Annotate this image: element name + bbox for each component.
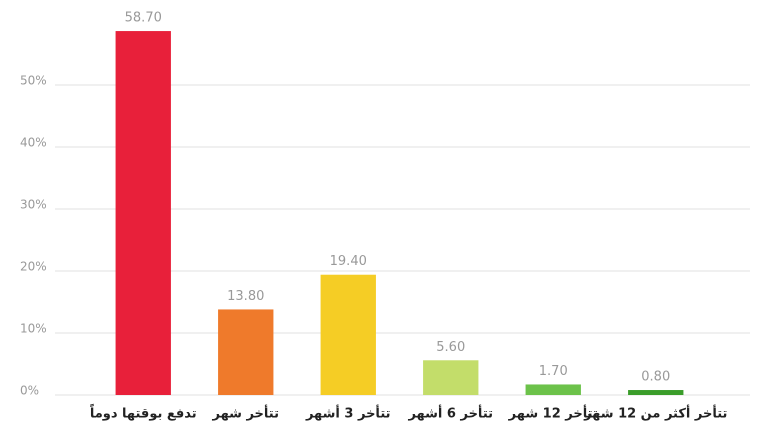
value-label: 1.70 <box>539 364 568 379</box>
y-tick-label: 30% <box>20 198 47 212</box>
x-tick-label: تتأخر 3 أشهر <box>305 405 391 422</box>
value-label: 58.70 <box>125 11 162 26</box>
x-tick-label: تتأخر شهر <box>211 405 279 422</box>
value-label: 19.40 <box>330 254 367 269</box>
y-tick-label: 20% <box>20 260 47 274</box>
x-tick-label: تتأخر 6 أشهر <box>407 405 493 422</box>
x-tick-label: تتأخر 12 شهر <box>508 405 598 422</box>
y-tick-label: 10% <box>20 322 47 336</box>
y-tick-label: 50% <box>20 74 47 88</box>
value-label: 5.60 <box>436 340 465 355</box>
bar <box>525 384 581 395</box>
y-tick-label: 40% <box>20 136 47 150</box>
value-label: 0.80 <box>641 370 670 385</box>
y-tick-label: 0% <box>20 384 39 398</box>
bar <box>115 31 171 396</box>
x-tick-label: تدفع بوقتها دوماً <box>90 404 197 422</box>
bar <box>218 309 274 395</box>
x-tick-label: تتأخر أكثر من 12 شهر <box>583 405 727 422</box>
bar <box>423 360 479 395</box>
bar <box>320 274 376 395</box>
value-label: 13.80 <box>227 289 264 304</box>
bar <box>628 390 684 395</box>
